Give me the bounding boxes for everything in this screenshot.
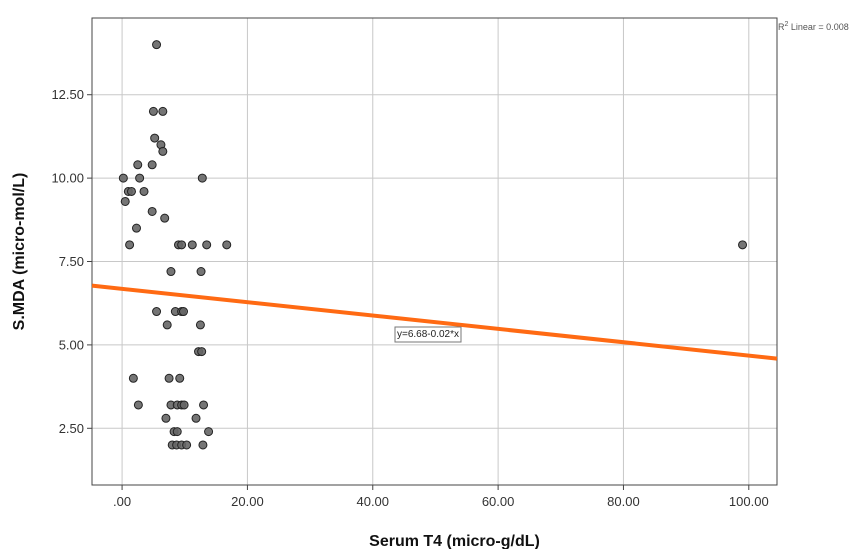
r2-superscript: 2 bbox=[785, 21, 789, 28]
data-point bbox=[158, 146, 168, 156]
data-point bbox=[177, 240, 187, 250]
data-point bbox=[135, 173, 145, 183]
data-point bbox=[162, 320, 172, 330]
data-point bbox=[118, 173, 128, 183]
data-point bbox=[158, 106, 168, 116]
data-point bbox=[160, 213, 170, 223]
data-point bbox=[128, 373, 138, 383]
data-point bbox=[133, 160, 143, 170]
gridlines bbox=[87, 18, 777, 490]
data-point bbox=[133, 400, 143, 410]
data-point bbox=[152, 40, 162, 50]
data-point bbox=[195, 320, 205, 330]
data-point bbox=[139, 186, 149, 196]
data-point bbox=[187, 240, 197, 250]
x-axis-title: Serum T4 (micro-g/dL) bbox=[369, 533, 540, 549]
y-tick-label: 12.50 bbox=[51, 87, 84, 102]
data-point bbox=[152, 307, 162, 317]
data-point bbox=[179, 400, 189, 410]
data-points bbox=[118, 40, 748, 450]
data-point bbox=[131, 223, 141, 233]
data-point bbox=[196, 267, 206, 277]
data-point bbox=[148, 106, 158, 116]
x-tick-label: 40.00 bbox=[356, 494, 389, 509]
data-point bbox=[182, 440, 192, 450]
plot-frame bbox=[91, 17, 778, 486]
r2-label: R2 Linear = 0.008 bbox=[778, 21, 849, 32]
data-point bbox=[161, 413, 171, 423]
x-tick-label: .00 bbox=[113, 494, 131, 509]
data-point bbox=[126, 186, 136, 196]
y-tick-labels: 2.50 5.00 7.50 10.00 12.50 bbox=[51, 87, 84, 436]
data-point bbox=[147, 206, 157, 216]
data-point bbox=[179, 307, 189, 317]
data-point bbox=[198, 440, 208, 450]
x-tick-labels: .00 20.00 40.00 60.00 80.00 100.00 bbox=[113, 494, 769, 509]
r2-suffix: Linear = 0.008 bbox=[788, 22, 848, 32]
y-tick-label: 2.50 bbox=[59, 421, 84, 436]
data-point bbox=[202, 240, 212, 250]
fit-equation-frame bbox=[394, 326, 462, 343]
data-point bbox=[199, 400, 209, 410]
data-point bbox=[738, 240, 748, 250]
y-tick-label: 5.00 bbox=[59, 337, 84, 352]
data-point bbox=[120, 196, 130, 206]
data-point bbox=[166, 267, 176, 277]
y-axis-title: S.MDA (micro-mol/L) bbox=[11, 173, 28, 331]
x-tick-label: 80.00 bbox=[607, 494, 640, 509]
r2-prefix: R bbox=[778, 22, 785, 32]
y-tick-label: 10.00 bbox=[51, 171, 84, 186]
fit-line bbox=[91, 283, 778, 361]
data-point bbox=[150, 133, 160, 143]
data-point bbox=[125, 240, 135, 250]
fit-line-group bbox=[91, 283, 778, 361]
data-point bbox=[172, 427, 182, 437]
data-point bbox=[191, 413, 201, 423]
x-tick-label: 20.00 bbox=[231, 494, 264, 509]
data-point bbox=[164, 373, 174, 383]
x-tick-label: 100.00 bbox=[729, 494, 769, 509]
data-point bbox=[147, 160, 157, 170]
data-point bbox=[197, 173, 207, 183]
data-point bbox=[175, 373, 185, 383]
data-point bbox=[222, 240, 232, 250]
data-point bbox=[204, 427, 214, 437]
data-point bbox=[197, 347, 207, 357]
fit-equation-label: y=6.68-0.02*x bbox=[397, 329, 459, 340]
y-tick-label: 7.50 bbox=[59, 254, 84, 269]
x-tick-label: 60.00 bbox=[482, 494, 515, 509]
fit-equation-box: y=6.68-0.02*x bbox=[394, 326, 462, 343]
